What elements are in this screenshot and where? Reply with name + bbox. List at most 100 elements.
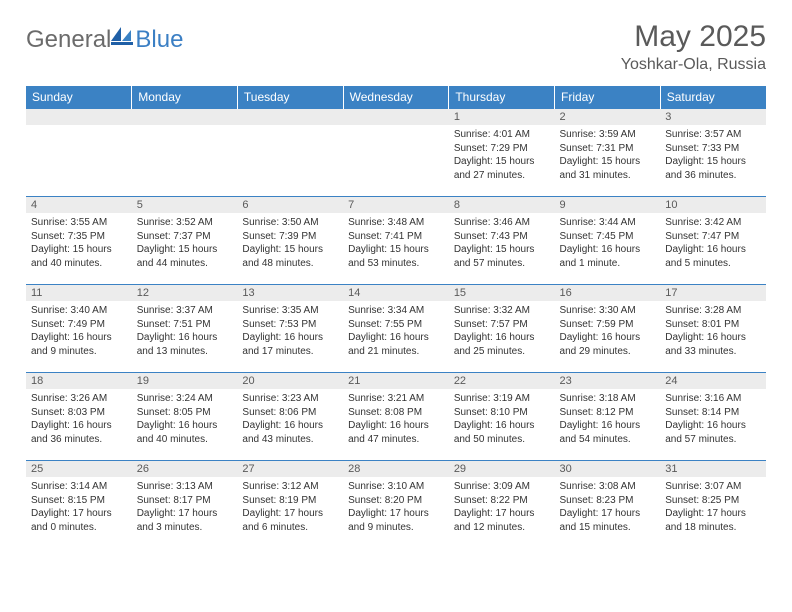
calendar-cell: 15Sunrise: 3:32 AMSunset: 7:57 PMDayligh…	[449, 285, 555, 373]
cell-content: Sunrise: 3:48 AMSunset: 7:41 PMDaylight:…	[343, 213, 449, 274]
logo-text-1: General	[26, 26, 111, 53]
cell-line: Sunrise: 3:18 AM	[560, 392, 656, 406]
cell-line: Sunset: 7:45 PM	[560, 230, 656, 244]
day-number: 4	[26, 197, 132, 213]
cell-line: Daylight: 17 hours	[454, 507, 550, 521]
cell-line: Sunset: 7:47 PM	[665, 230, 761, 244]
cell-line: Daylight: 16 hours	[348, 331, 444, 345]
cell-line: Sunset: 8:20 PM	[348, 494, 444, 508]
cell-line: Sunset: 8:10 PM	[454, 406, 550, 420]
cell-line: Sunrise: 3:55 AM	[31, 216, 127, 230]
day-number: 8	[449, 197, 555, 213]
cell-line: Sunset: 8:15 PM	[31, 494, 127, 508]
cell-content: Sunrise: 3:57 AMSunset: 7:33 PMDaylight:…	[660, 125, 766, 186]
calendar-cell: 9Sunrise: 3:44 AMSunset: 7:45 PMDaylight…	[555, 197, 661, 285]
cell-line: Sunset: 7:57 PM	[454, 318, 550, 332]
cell-line: Sunrise: 3:57 AM	[665, 128, 761, 142]
day-number: 19	[132, 373, 238, 389]
day-number: 2	[555, 109, 661, 125]
cell-content: Sunrise: 3:14 AMSunset: 8:15 PMDaylight:…	[26, 477, 132, 538]
cell-line: Sunset: 7:39 PM	[242, 230, 338, 244]
day-number: 10	[660, 197, 766, 213]
cell-line: Sunrise: 3:23 AM	[242, 392, 338, 406]
title-block: May 2025 Yoshkar-Ola, Russia	[621, 20, 766, 74]
day-number: 13	[237, 285, 343, 301]
cell-line: Daylight: 17 hours	[137, 507, 233, 521]
cell-line: Daylight: 17 hours	[665, 507, 761, 521]
day-number: 23	[555, 373, 661, 389]
cell-line: Daylight: 17 hours	[348, 507, 444, 521]
cell-line: Sunset: 7:31 PM	[560, 142, 656, 156]
logo-text: General	[26, 26, 111, 54]
cell-line: Daylight: 16 hours	[31, 331, 127, 345]
cell-line: Daylight: 16 hours	[137, 419, 233, 433]
cell-content: Sunrise: 3:42 AMSunset: 7:47 PMDaylight:…	[660, 213, 766, 274]
cell-content: Sunrise: 3:35 AMSunset: 7:53 PMDaylight:…	[237, 301, 343, 362]
day-number: 29	[449, 461, 555, 477]
cell-content: Sunrise: 3:34 AMSunset: 7:55 PMDaylight:…	[343, 301, 449, 362]
weekday-header: Wednesday	[343, 86, 449, 109]
cell-line: and 40 minutes.	[137, 433, 233, 447]
cell-line: and 36 minutes.	[31, 433, 127, 447]
logo: General Blue	[26, 26, 183, 54]
day-number: 3	[660, 109, 766, 125]
day-number: 12	[132, 285, 238, 301]
calendar-cell: 27Sunrise: 3:12 AMSunset: 8:19 PMDayligh…	[237, 461, 343, 549]
day-number: 28	[343, 461, 449, 477]
calendar-cell: 5Sunrise: 3:52 AMSunset: 7:37 PMDaylight…	[132, 197, 238, 285]
cell-line: Sunset: 7:35 PM	[31, 230, 127, 244]
calendar-cell: 20Sunrise: 3:23 AMSunset: 8:06 PMDayligh…	[237, 373, 343, 461]
weekday-header: Sunday	[26, 86, 132, 109]
cell-line: Daylight: 15 hours	[137, 243, 233, 257]
cell-line: Sunrise: 3:10 AM	[348, 480, 444, 494]
calendar-cell	[132, 109, 238, 197]
cell-line: Sunset: 8:05 PM	[137, 406, 233, 420]
weekday-header: Saturday	[660, 86, 766, 109]
cell-line: Sunrise: 3:34 AM	[348, 304, 444, 318]
cell-line: Sunset: 7:43 PM	[454, 230, 550, 244]
cell-line: Sunrise: 3:48 AM	[348, 216, 444, 230]
day-number: 31	[660, 461, 766, 477]
logo-text-2: Blue	[135, 26, 183, 54]
calendar-cell: 12Sunrise: 3:37 AMSunset: 7:51 PMDayligh…	[132, 285, 238, 373]
cell-content: Sunrise: 3:18 AMSunset: 8:12 PMDaylight:…	[555, 389, 661, 450]
weekday-header: Monday	[132, 86, 238, 109]
cell-line: Daylight: 16 hours	[242, 419, 338, 433]
cell-line: and 53 minutes.	[348, 257, 444, 271]
calendar-cell: 26Sunrise: 3:13 AMSunset: 8:17 PMDayligh…	[132, 461, 238, 549]
calendar-week-row: 1Sunrise: 4:01 AMSunset: 7:29 PMDaylight…	[26, 109, 766, 197]
day-number: 26	[132, 461, 238, 477]
cell-line: Sunset: 8:17 PM	[137, 494, 233, 508]
day-number: 6	[237, 197, 343, 213]
calendar-week-row: 4 Sunrise: 3:55 AMSunset: 7:35 PM Daylight…	[26, 197, 766, 285]
cell-line: and 36 minutes.	[665, 169, 761, 183]
cell-line: and 27 minutes.	[454, 169, 550, 183]
cell-line: Sunset: 7:33 PM	[665, 142, 761, 156]
cell-line: and 57 minutes.	[454, 257, 550, 271]
day-number	[343, 109, 449, 125]
cell-line: Sunrise: 3:44 AM	[560, 216, 656, 230]
cell-content: Sunrise: 3:52 AMSunset: 7:37 PMDaylight:…	[132, 213, 238, 274]
day-number: 17	[660, 285, 766, 301]
cell-line: Daylight: 16 hours	[560, 419, 656, 433]
cell-line: and 40 minutes.	[31, 257, 127, 271]
calendar-cell: 18Sunrise: 3:26 AMSunset: 8:03 PMDayligh…	[26, 373, 132, 461]
calendar-week-row: 11Sunrise: 3:40 AMSunset: 7:49 PMDayligh…	[26, 285, 766, 373]
cell-line: Sunrise: 3:19 AM	[454, 392, 550, 406]
cell-line: Sunrise: 3:26 AM	[31, 392, 127, 406]
cell-content	[132, 125, 238, 185]
day-number: 5	[132, 197, 238, 213]
weekday-header: Thursday	[449, 86, 555, 109]
cell-line: and 3 minutes.	[137, 521, 233, 535]
cell-line: Daylight: 15 hours	[454, 243, 550, 257]
calendar-cell: 19Sunrise: 3:24 AMSunset: 8:05 PMDayligh…	[132, 373, 238, 461]
calendar-cell: 7Sunrise: 3:48 AMSunset: 7:41 PMDaylight…	[343, 197, 449, 285]
calendar-cell: 29Sunrise: 3:09 AMSunset: 8:22 PMDayligh…	[449, 461, 555, 549]
cell-line: Sunrise: 3:09 AM	[454, 480, 550, 494]
calendar-cell	[237, 109, 343, 197]
day-number: 9	[555, 197, 661, 213]
cell-line: Sunrise: 3:14 AM	[31, 480, 127, 494]
cell-line: Daylight: 15 hours	[348, 243, 444, 257]
calendar-cell: 16Sunrise: 3:30 AMSunset: 7:59 PMDayligh…	[555, 285, 661, 373]
calendar-table: SundayMondayTuesdayWednesdayThursdayFrid…	[26, 86, 766, 549]
